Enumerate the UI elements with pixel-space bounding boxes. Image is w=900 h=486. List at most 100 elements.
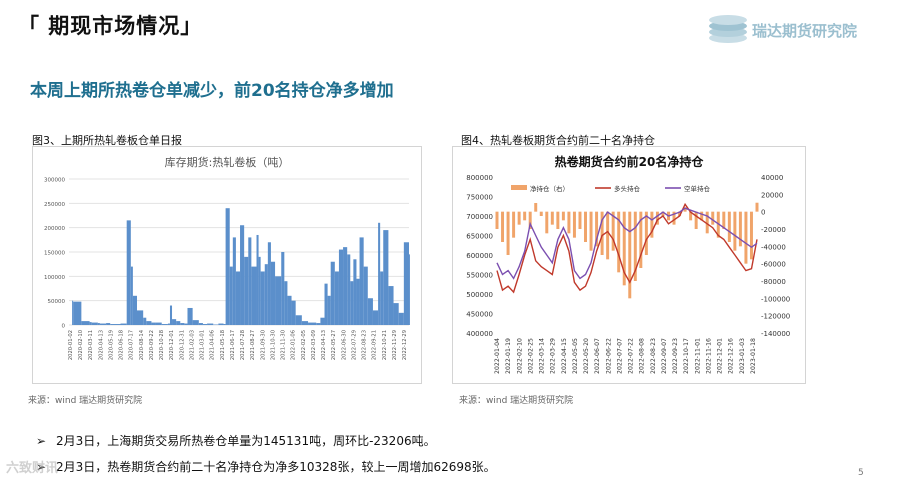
section-title: 「 期现市场情况」	[18, 14, 203, 38]
net-position-chart-panel: 热卷期货合约前20名净持仓 净持仓（右） 多头持仓 空单持仓 800000 75000…	[452, 146, 806, 384]
net-position-bar	[716, 211, 720, 238]
net-position-bar	[512, 211, 516, 238]
short-position-line	[496, 207, 758, 280]
x-tick-label: 2022-09-21	[372, 330, 378, 360]
x-tick-label: 2020-09-22	[149, 330, 155, 360]
net-position-bar	[600, 211, 604, 255]
area-bar	[223, 324, 226, 325]
area-bar	[320, 317, 325, 325]
net-position-bar	[655, 211, 659, 225]
net-position-bar	[694, 211, 698, 229]
net-position-bar	[700, 211, 704, 221]
legend-label: 净持仓（右）	[530, 184, 569, 193]
x-tick-label: 2021-06-17	[230, 330, 236, 360]
x-tick-label: 2022-08-23	[650, 338, 657, 374]
y-tick-label: 100000	[44, 275, 65, 281]
x-tick-label: 2022-01-06	[291, 330, 297, 360]
x-tick-label: 2022-06-30	[341, 330, 347, 360]
area-bar	[301, 321, 309, 325]
watermark: 六致财讯	[6, 461, 59, 476]
area-bar	[398, 312, 404, 325]
area-bar	[334, 271, 339, 325]
logo-text: 瑞达期货研究院	[752, 22, 858, 40]
net-position-bar	[749, 211, 753, 260]
x-tick-label: 2022-12-29	[402, 330, 408, 360]
net-position-bar	[622, 211, 626, 286]
net-position-bar	[711, 211, 715, 225]
net-position-bar	[556, 211, 560, 229]
area-bar	[187, 307, 193, 325]
chart1-title: 库存期货:热轧卷板（吨）	[165, 155, 290, 169]
area-bar	[281, 252, 285, 325]
x-tick-label: 2021-11-30	[281, 330, 287, 360]
left-y-tick-label: 750000	[466, 194, 493, 202]
area-bar	[240, 225, 245, 325]
x-tick-label: 2020-05-19	[108, 330, 114, 360]
net-position-bar	[567, 211, 571, 234]
area-bar	[229, 266, 233, 325]
bullet-marker-icon: ➢	[36, 460, 47, 474]
area-bar	[378, 222, 381, 325]
area-bar	[89, 322, 92, 325]
area-bar	[99, 323, 107, 325]
figure-caption-1: 图3、上期所热轧卷板仓单日报	[32, 134, 182, 147]
area-bar	[137, 310, 144, 325]
area-bar	[73, 301, 82, 325]
area-bar	[146, 321, 152, 325]
net-position-bar	[501, 211, 505, 242]
bullet-item: ➢ 2月3日，热卷期货合约前二十名净持仓为净多10328张，较上一周增加62698…	[36, 458, 496, 475]
x-tick-label: 2020-06-18	[119, 330, 125, 360]
x-tick-label: 2021-07-28	[240, 330, 246, 360]
x-tick-label: 2021-08-27	[250, 330, 256, 360]
figure-source-1: 来源：wind 瑞达期货研究院	[28, 396, 143, 406]
area-bar	[176, 321, 181, 325]
x-tick-label: 2022-10-21	[382, 330, 388, 360]
area-bar	[72, 300, 74, 325]
net-position-bar	[738, 211, 742, 247]
area-bar	[153, 322, 156, 325]
right-y-tick-label: -140000	[761, 330, 790, 338]
left-y-tick-label: 450000	[466, 311, 493, 319]
chart2-title: 热卷期货合约前20名净持仓	[555, 154, 705, 169]
company-logo: 瑞达期货研究院	[706, 8, 871, 48]
x-tick-label: 2021-03-01	[200, 330, 206, 360]
area-bar	[275, 276, 282, 325]
area-bar	[91, 322, 98, 325]
area-bar	[97, 323, 100, 325]
left-y-tick-label: 500000	[466, 291, 493, 299]
x-tick-label: 2020-02-10	[78, 330, 84, 360]
area-bar	[350, 281, 354, 325]
x-tick-label: 2022-03-09	[311, 330, 317, 360]
net-position-bar	[733, 211, 737, 251]
area-bar	[184, 323, 188, 325]
area-bar	[180, 323, 185, 325]
left-y-tick-label: 700000	[466, 213, 493, 221]
right-y-tick-label: -100000	[761, 295, 790, 303]
y-tick-label: 50000	[48, 299, 66, 305]
area-bar	[198, 323, 203, 325]
net-position-bar	[534, 203, 538, 212]
y-tick-label: 250000	[44, 202, 65, 208]
area-bar	[81, 321, 90, 325]
area-bar	[192, 320, 199, 325]
net-position-bar	[523, 211, 527, 221]
right-y-tick-label: -120000	[761, 313, 790, 321]
area-bar	[270, 261, 276, 325]
figure-source-2: 来源：wind 瑞达期货研究院	[459, 396, 574, 406]
area-bar	[161, 324, 168, 325]
area-bar	[130, 266, 133, 325]
area-bar	[393, 303, 399, 325]
x-tick-label: 2022-10-17	[683, 338, 690, 374]
x-tick-label: 2023-01-18	[750, 338, 757, 374]
area-bar	[267, 242, 271, 325]
area-bar	[207, 323, 214, 325]
x-tick-label: 2022-07-07	[616, 338, 623, 374]
net-position-bar	[722, 211, 726, 229]
area-bar	[327, 295, 331, 325]
headline: 本周上期所热卷仓单减少，前20名持仓净多增加	[30, 81, 394, 101]
x-tick-label: 2022-08-08	[639, 338, 646, 374]
x-tick-label: 2022-01-04	[494, 338, 501, 374]
area-bar	[218, 323, 224, 325]
left-y-tick-label: 650000	[466, 233, 493, 241]
right-y-tick-label: -40000	[761, 243, 786, 251]
